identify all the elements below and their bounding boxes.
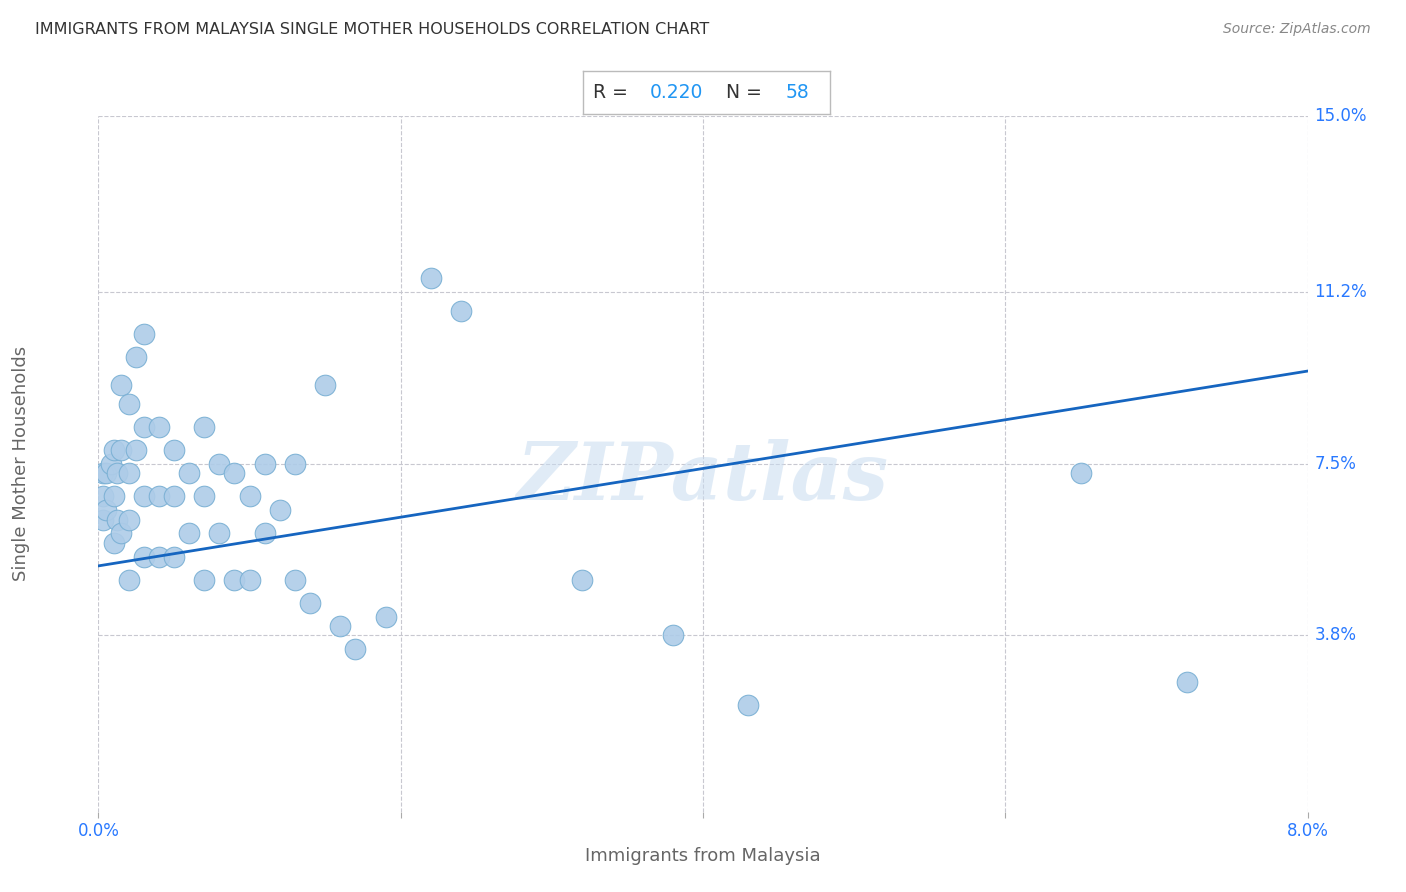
Text: Single Mother Households: Single Mother Households	[13, 346, 30, 582]
Text: N =: N =	[725, 83, 768, 103]
Point	[91, 512, 114, 526]
Point	[179, 526, 201, 541]
Point	[132, 419, 155, 434]
Point	[1070, 466, 1092, 480]
Point	[374, 610, 396, 624]
Point	[148, 419, 170, 434]
Point	[269, 503, 291, 517]
Point	[253, 526, 276, 541]
Point	[132, 326, 155, 341]
Point	[103, 442, 125, 457]
Point	[284, 457, 307, 471]
Point	[193, 419, 215, 434]
Text: 3.8%: 3.8%	[1315, 626, 1357, 644]
Point	[208, 526, 231, 541]
Point	[253, 457, 276, 471]
Text: 58: 58	[785, 83, 808, 103]
Point	[661, 628, 683, 642]
Point	[118, 573, 141, 587]
Point	[105, 466, 128, 480]
Point	[100, 457, 122, 471]
Point	[125, 350, 148, 364]
Point	[314, 378, 336, 392]
Point	[94, 503, 117, 517]
Point	[571, 573, 593, 587]
Point	[224, 573, 246, 587]
Point	[179, 466, 201, 480]
Point	[163, 549, 186, 564]
Point	[299, 596, 322, 610]
Point	[118, 512, 141, 526]
Point	[118, 466, 141, 480]
Point	[1175, 674, 1198, 689]
Point	[132, 489, 155, 503]
Point	[239, 489, 262, 503]
Text: IMMIGRANTS FROM MALAYSIA SINGLE MOTHER HOUSEHOLDS CORRELATION CHART: IMMIGRANTS FROM MALAYSIA SINGLE MOTHER H…	[35, 22, 710, 37]
Text: 7.5%: 7.5%	[1315, 455, 1357, 473]
Point	[110, 442, 132, 457]
Point	[284, 573, 307, 587]
Point	[419, 271, 441, 285]
Point	[329, 619, 352, 633]
Point	[132, 549, 155, 564]
Point	[103, 489, 125, 503]
Text: ZIPatlas: ZIPatlas	[517, 439, 889, 516]
Point	[193, 489, 215, 503]
Point	[193, 573, 215, 587]
Point	[208, 457, 231, 471]
Point	[239, 573, 262, 587]
Point	[110, 526, 132, 541]
Point	[91, 489, 114, 503]
Point	[125, 442, 148, 457]
Point	[163, 489, 186, 503]
Point	[110, 378, 132, 392]
Text: 0.220: 0.220	[650, 83, 703, 103]
Point	[94, 466, 117, 480]
Point	[148, 549, 170, 564]
Point	[105, 512, 128, 526]
Text: R =: R =	[593, 83, 634, 103]
Text: 15.0%: 15.0%	[1315, 107, 1367, 125]
Point	[224, 466, 246, 480]
Point	[91, 466, 114, 480]
Point	[163, 442, 186, 457]
Point	[103, 535, 125, 549]
Text: 11.2%: 11.2%	[1315, 284, 1368, 301]
Point	[450, 303, 472, 318]
Point	[737, 698, 759, 712]
Point	[344, 642, 367, 657]
Text: Source: ZipAtlas.com: Source: ZipAtlas.com	[1223, 22, 1371, 37]
Point	[118, 396, 141, 410]
Text: Immigrants from Malaysia: Immigrants from Malaysia	[585, 847, 821, 865]
Point	[148, 489, 170, 503]
